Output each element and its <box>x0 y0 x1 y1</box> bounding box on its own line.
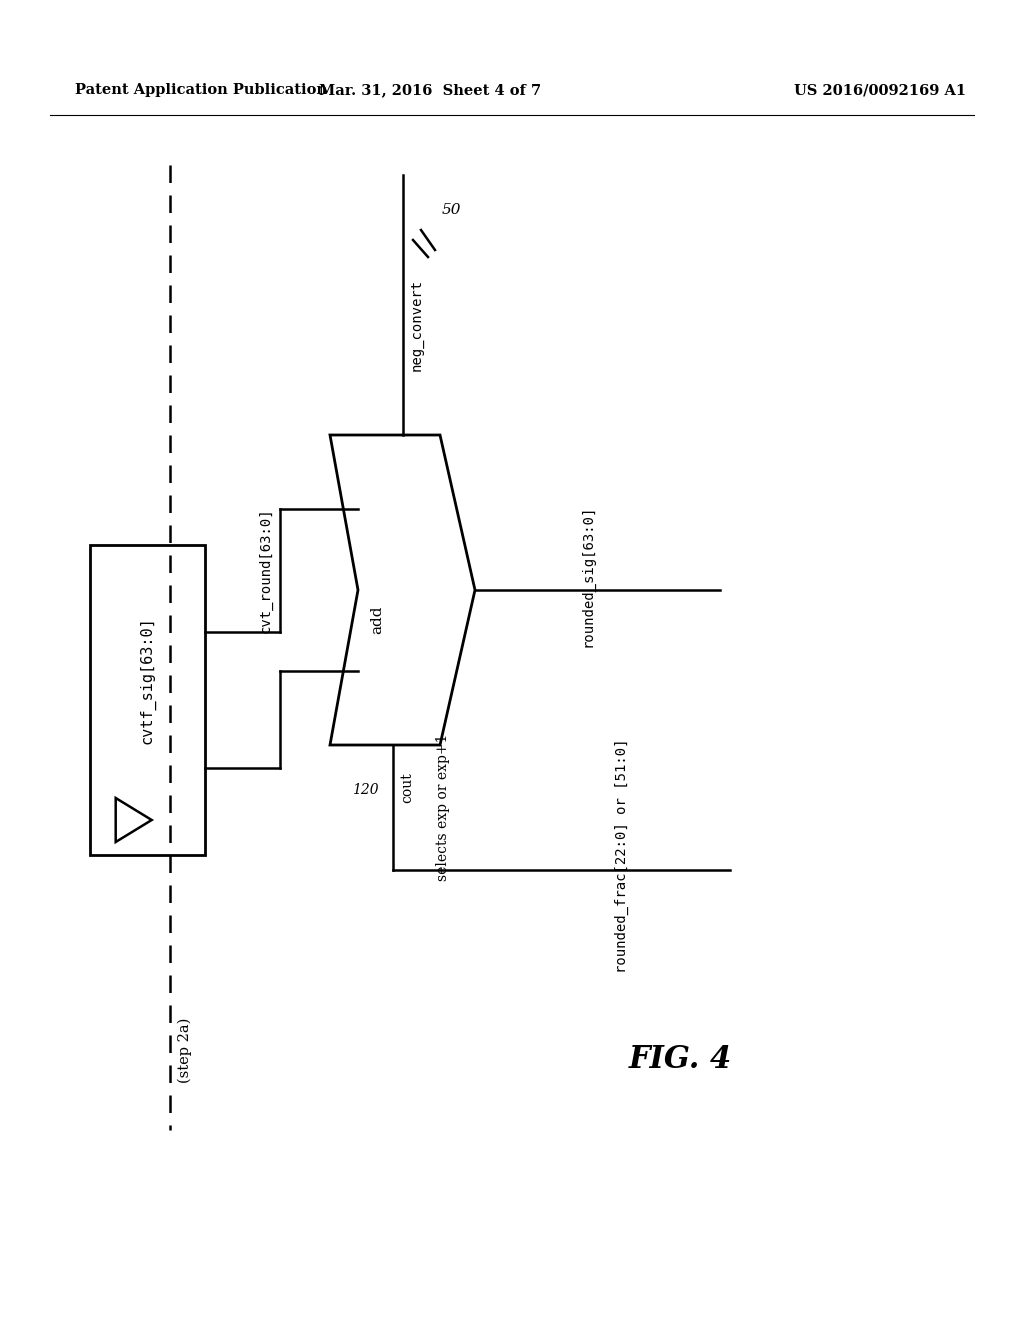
Text: 50: 50 <box>441 203 461 216</box>
Text: add: add <box>370 606 384 634</box>
Text: rounded_frac[22:0] or [51:0]: rounded_frac[22:0] or [51:0] <box>614 739 629 973</box>
Text: (step 2a): (step 2a) <box>178 1018 193 1082</box>
Text: FIG. 4: FIG. 4 <box>629 1044 731 1076</box>
Text: neg_convert: neg_convert <box>410 279 424 371</box>
Text: Patent Application Publication: Patent Application Publication <box>75 83 327 96</box>
Polygon shape <box>330 436 475 744</box>
Text: rounded_sig[63:0]: rounded_sig[63:0] <box>581 504 595 647</box>
Text: US 2016/0092169 A1: US 2016/0092169 A1 <box>794 83 966 96</box>
Text: cvtf_sig[63:0]: cvtf_sig[63:0] <box>139 616 156 744</box>
Text: selects exp or exp+1: selects exp or exp+1 <box>436 734 450 882</box>
Text: Mar. 31, 2016  Sheet 4 of 7: Mar. 31, 2016 Sheet 4 of 7 <box>318 83 541 96</box>
Bar <box>90 545 205 855</box>
Polygon shape <box>116 799 152 842</box>
Text: cvt_round[63:0]: cvt_round[63:0] <box>259 508 273 634</box>
Text: cout: cout <box>400 772 414 803</box>
Text: 120: 120 <box>351 783 378 797</box>
